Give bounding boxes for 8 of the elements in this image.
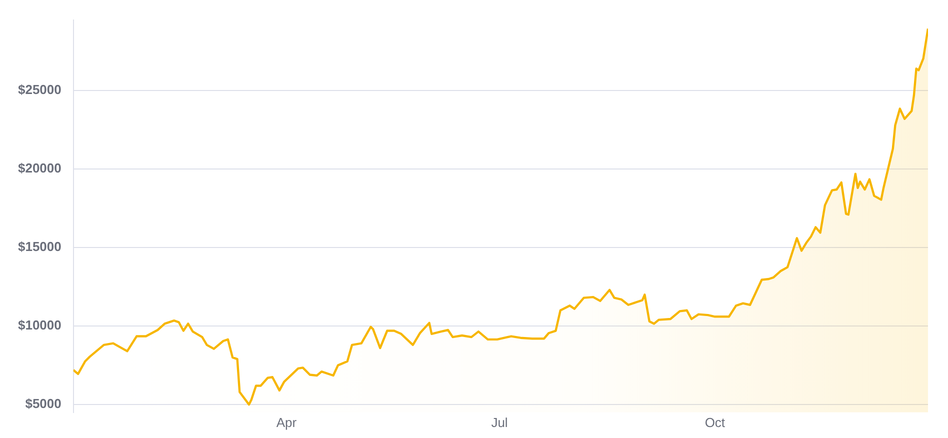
x-tick-label: Apr xyxy=(276,414,298,430)
y-tick-label: $20000 xyxy=(18,160,62,176)
y-tick-label: $15000 xyxy=(18,239,62,254)
x-tick-label: Jul xyxy=(491,414,508,430)
y-tick-label: $5000 xyxy=(25,396,62,412)
y-tick-label: $25000 xyxy=(18,82,62,98)
x-tick-label: Oct xyxy=(704,414,726,430)
y-tick-label: $10000 xyxy=(18,318,62,333)
